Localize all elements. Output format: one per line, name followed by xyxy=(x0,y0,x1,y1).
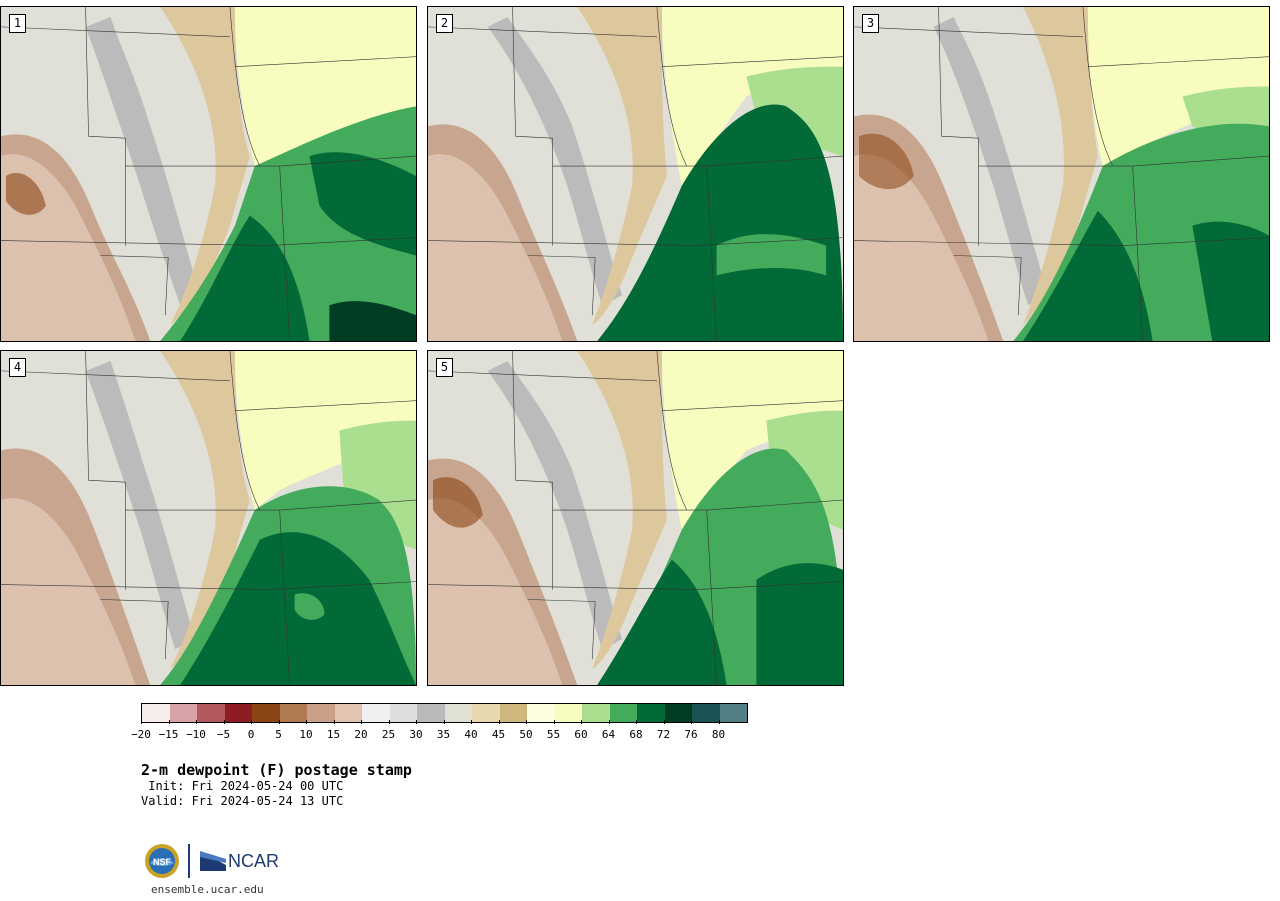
ncar-logo-text: NCAR xyxy=(228,850,280,871)
dewpoint-map-4 xyxy=(1,351,416,685)
colorbar-tick-label: 25 xyxy=(381,728,396,741)
colorbar-tick xyxy=(223,720,225,724)
colorbar-tick xyxy=(718,720,720,724)
colorbar-tick xyxy=(333,720,335,724)
colorbar-tick xyxy=(196,720,197,724)
panel-number: 3 xyxy=(862,14,879,33)
nsf-logo-icon: NSF xyxy=(145,844,179,878)
colorbar-swatch xyxy=(362,704,390,722)
colorbar-tick xyxy=(663,720,665,724)
colorbar-swatch xyxy=(389,704,417,722)
panel-number: 5 xyxy=(436,358,453,377)
title-block: 2-m dewpoint (F) postage stamp Init: Fri… xyxy=(141,761,412,809)
colorbar-tick-label: −15 xyxy=(158,728,179,741)
colorbar-tick-label: 55 xyxy=(546,728,561,741)
colorbar-swatch xyxy=(692,704,720,722)
colorbar-tick-label: 64 xyxy=(601,728,616,741)
website-url: ensemble.ucar.edu xyxy=(151,883,264,896)
colorbar-tick-label: 35 xyxy=(436,728,451,741)
colorbar-swatch xyxy=(609,704,637,722)
colorbar-swatch xyxy=(197,704,225,722)
colorbar-tick xyxy=(251,720,252,724)
colorbar-tick-label: 80 xyxy=(711,728,726,741)
colorbar-tick xyxy=(636,720,637,724)
dewpoint-map-3 xyxy=(854,7,1269,341)
colorbar-tick-label: 72 xyxy=(656,728,671,741)
colorbar-tick-label: 0 xyxy=(247,728,255,741)
map-panel-1: 1 xyxy=(0,6,417,342)
colorbar-tick-label: 20 xyxy=(354,728,368,741)
colorbar-tick xyxy=(581,720,582,724)
colorbar-tick xyxy=(388,720,390,724)
colorbar-tick-label: 30 xyxy=(409,728,423,741)
colorbar-swatch xyxy=(279,704,307,722)
colorbar-tick xyxy=(416,720,417,724)
panel-number: 1 xyxy=(9,14,26,33)
colorbar-tick xyxy=(691,720,692,724)
colorbar-swatch xyxy=(472,704,500,722)
colorbar-swatch xyxy=(637,704,665,722)
panel-number: 2 xyxy=(436,14,453,33)
colorbar-tick-label: 50 xyxy=(519,728,533,741)
colorbar-swatch xyxy=(224,704,252,722)
colorbar-swatch xyxy=(417,704,445,722)
colorbar-tick xyxy=(168,720,170,724)
colorbar-tick-label: 76 xyxy=(684,728,698,741)
colorbar-swatch xyxy=(252,704,280,722)
colorbar-tick-label: −5 xyxy=(216,728,231,741)
nsf-logo-text: NSF xyxy=(153,857,172,867)
logo-bar: NSF NCAR xyxy=(144,843,279,879)
dewpoint-map-2 xyxy=(428,7,843,341)
colorbar-ticks: −20 −15 −10 −5 0 5 10 15 20 25 30 35 40 45 50 55 60 64 68 7… xyxy=(131,720,761,744)
colorbar-tick-label: −20 xyxy=(131,728,151,741)
colorbar-tick-label: 60 xyxy=(574,728,588,741)
colorbar-tick-label: 15 xyxy=(326,728,341,741)
map-panel-3: 3 xyxy=(853,6,1270,342)
panel-number: 4 xyxy=(9,358,26,377)
colorbar-swatch xyxy=(499,704,527,722)
colorbar-tick xyxy=(553,720,555,724)
map-panel-5: 5 xyxy=(427,350,844,686)
colorbar-swatch xyxy=(444,704,472,722)
colorbar-swatch xyxy=(142,704,170,722)
ncar-logo-icon xyxy=(200,851,226,871)
init-time: Init: Fri 2024-05-24 00 UTC xyxy=(141,779,344,793)
colorbar-tick xyxy=(526,720,527,724)
colorbar-swatch xyxy=(554,704,582,722)
colorbar-swatch xyxy=(527,704,555,722)
dewpoint-map-5 xyxy=(428,351,843,685)
colorbar-swatch xyxy=(664,704,692,722)
map-panel-4: 4 xyxy=(0,350,417,686)
colorbar-swatch xyxy=(719,704,747,722)
colorbar-tick xyxy=(498,720,500,724)
colorbar-tick-label: 5 xyxy=(275,728,282,741)
colorbar-tick-label: 68 xyxy=(629,728,643,741)
colorbar-swatch xyxy=(307,704,335,722)
colorbar-tick-label: 10 xyxy=(299,728,313,741)
colorbar-swatch xyxy=(169,704,197,722)
figure-title: 2-m dewpoint (F) postage stamp xyxy=(141,761,412,779)
colorbar-tick-label: −10 xyxy=(186,728,206,741)
colorbar-tick xyxy=(306,720,307,724)
colorbar-tick xyxy=(471,720,472,724)
colorbar-tick-label: 40 xyxy=(464,728,478,741)
colorbar-tick xyxy=(608,720,610,724)
valid-time: Valid: Fri 2024-05-24 13 UTC xyxy=(141,794,344,808)
logo-separator xyxy=(188,844,190,878)
dewpoint-map-1 xyxy=(1,7,416,341)
colorbar xyxy=(141,703,748,723)
colorbar-tick-label: 45 xyxy=(491,728,506,741)
colorbar-tick xyxy=(141,720,142,724)
colorbar-swatch xyxy=(334,704,362,722)
colorbar-tick xyxy=(361,720,362,724)
colorbar-swatch xyxy=(582,704,610,722)
colorbar-tick xyxy=(443,720,445,724)
colorbar-tick xyxy=(278,720,280,724)
map-panel-2: 2 xyxy=(427,6,844,342)
